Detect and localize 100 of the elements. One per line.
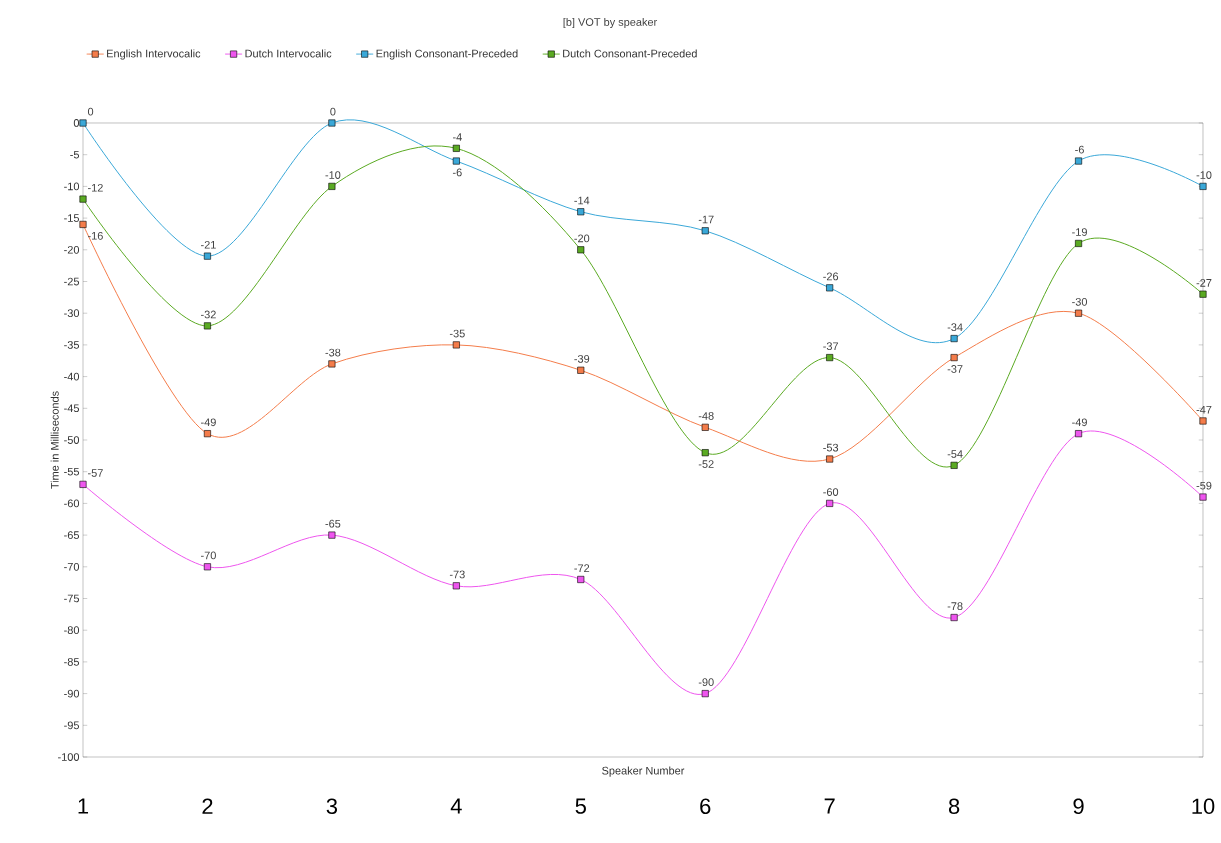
x-tick-label: 7: [824, 798, 835, 814]
y-tick-label: -70: [64, 562, 80, 571]
data-label: -10: [1196, 171, 1212, 179]
point: [452, 157, 460, 165]
point: [203, 322, 211, 330]
y-tick-label: -30: [64, 309, 80, 318]
data-label: -52: [698, 460, 714, 468]
data-label: -39: [574, 354, 590, 363]
data-label: -34: [947, 323, 963, 332]
data-label: -10: [325, 171, 341, 179]
point: [79, 119, 87, 127]
data-label: -35: [449, 329, 465, 338]
point: [452, 582, 460, 590]
point: [577, 208, 585, 216]
point: [203, 563, 211, 571]
data-label: 0: [330, 107, 336, 116]
point: [950, 335, 958, 343]
point: [577, 575, 585, 583]
y-tick-label: -65: [64, 531, 80, 539]
point: [203, 252, 211, 260]
data-label: -30: [1072, 297, 1088, 306]
y-tick-label: 0: [73, 119, 80, 127]
point: [826, 455, 834, 463]
point: [1199, 182, 1207, 190]
point: [1199, 290, 1207, 298]
x-tick-label: 8: [948, 798, 960, 815]
data-label: -32: [201, 310, 216, 319]
point: [701, 423, 709, 431]
point: [1075, 430, 1083, 438]
data-label: -59: [1196, 481, 1212, 490]
point: [826, 284, 834, 292]
point: [826, 499, 834, 507]
x-tick-label: 2: [202, 798, 213, 814]
legend-label: English Consonant-Preceded: [376, 49, 518, 60]
y-tick-label: -60: [64, 499, 80, 508]
y-tick-label: -85: [64, 658, 80, 666]
point: [328, 360, 336, 368]
data-label: -78: [947, 602, 963, 610]
legend-label: Dutch Consonant-Preceded: [563, 49, 697, 58]
point: [79, 480, 87, 488]
data-label: -53: [823, 443, 839, 452]
y-axis-title: Time in Milliseconds: [50, 391, 59, 489]
data-label: -37: [947, 365, 963, 373]
point: [1075, 239, 1083, 247]
data-label: -37: [823, 342, 839, 351]
x-tick-label: 6: [700, 798, 711, 815]
x-axis-title: Speaker Number: [602, 766, 685, 777]
y-tick-label: -5: [70, 150, 80, 159]
legend-label: English Intervocalic: [107, 49, 201, 60]
data-label: -70: [201, 551, 216, 560]
point: [328, 119, 336, 127]
point: [328, 531, 336, 539]
y-tick-label: -50: [64, 436, 80, 444]
point: [701, 690, 709, 698]
data-label: -38: [325, 348, 341, 357]
data-label: -4: [452, 133, 462, 141]
chart-title: [b] VOT by speaker: [563, 17, 658, 29]
y-tick-label: -40: [64, 372, 80, 381]
data-label: -19: [1072, 228, 1087, 236]
data-label: -47: [1196, 405, 1212, 414]
point: [79, 195, 87, 203]
data-label: -12: [88, 183, 103, 192]
y-tick-label: -45: [64, 404, 80, 413]
point: [328, 182, 336, 190]
point: [950, 354, 958, 362]
point: [203, 430, 211, 438]
point: [826, 354, 834, 362]
point: [701, 449, 709, 457]
data-label: -16: [88, 231, 103, 240]
point: [701, 227, 709, 235]
y-tick-label: -55: [64, 467, 80, 476]
data-label: -72: [574, 564, 590, 572]
data-label: -26: [823, 272, 839, 281]
y-tick-label: -25: [64, 277, 80, 286]
y-tick-label: -20: [64, 245, 80, 254]
data-label: -48: [698, 412, 714, 420]
x-tick-label: 1: [78, 798, 89, 814]
data-label: -49: [1072, 418, 1087, 427]
data-label: -17: [698, 215, 714, 224]
data-label: -54: [947, 450, 963, 458]
point: [1075, 309, 1083, 317]
point: [577, 366, 585, 374]
legend-label: Dutch Intervocalic: [245, 49, 332, 58]
data-label: -14: [574, 196, 590, 205]
data-label: -73: [449, 570, 465, 579]
data-label: -60: [823, 488, 839, 496]
point: [1199, 417, 1207, 425]
data-label: -21: [201, 240, 216, 249]
y-tick-label: -95: [64, 721, 80, 730]
y-tick-label: -35: [64, 341, 80, 349]
data-label: -6: [452, 168, 462, 177]
y-tick-label: -15: [64, 214, 80, 222]
data-label: -20: [574, 234, 590, 243]
data-label: -49: [201, 418, 216, 427]
data-label: -90: [698, 678, 714, 687]
point: [950, 461, 958, 469]
data-label: -65: [325, 519, 341, 528]
point: [452, 144, 460, 152]
point: [1199, 493, 1207, 501]
point: [577, 246, 585, 254]
